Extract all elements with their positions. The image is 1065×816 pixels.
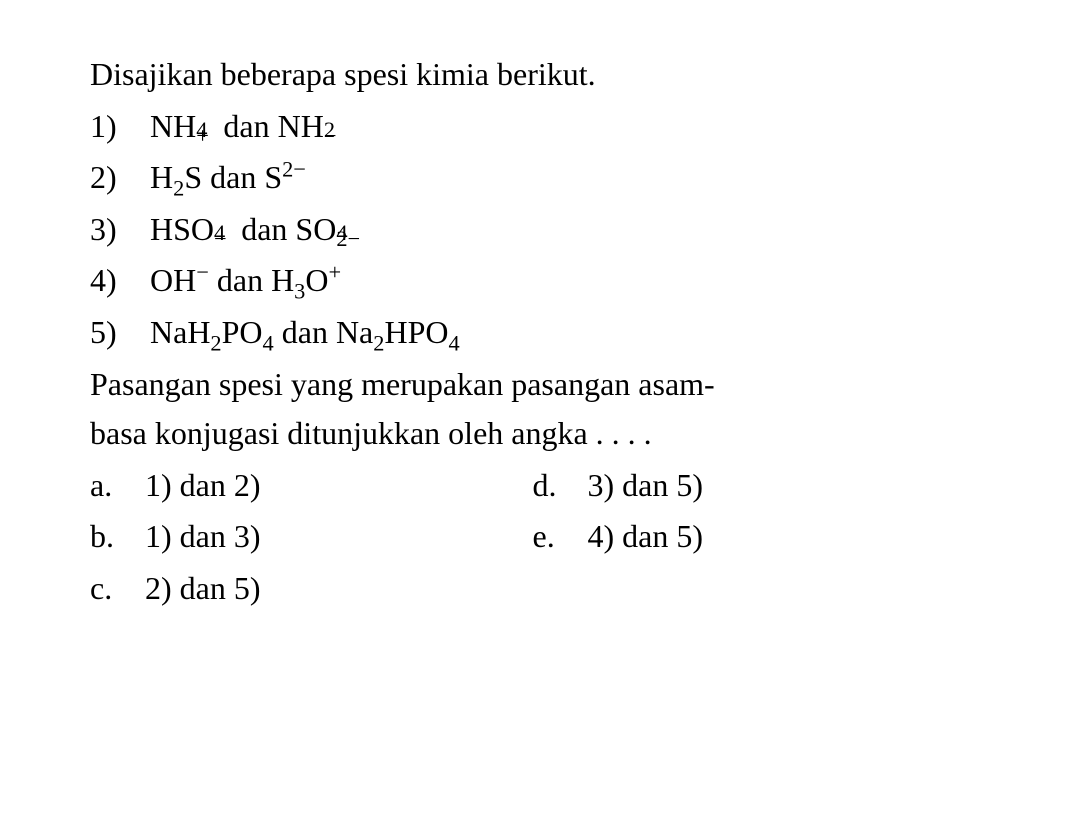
option-item: b. 1) dan 3) xyxy=(90,512,533,562)
question-block: Disajikan beberapa spesi kimia berikut. … xyxy=(90,50,975,616)
option-text: 1) dan 2) xyxy=(145,461,533,511)
option-text: 4) dan 5) xyxy=(588,512,976,562)
option-item: a. 1) dan 2) xyxy=(90,461,533,511)
question-line: basa konjugasi ditunjukkan oleh angka . … xyxy=(90,409,975,459)
list-item: 1) NH4+ dan NH2− xyxy=(90,102,975,152)
options-column-right: d. 3) dan 5) e. 4) dan 5) xyxy=(533,461,976,616)
option-letter: d. xyxy=(533,461,588,511)
option-item: e. 4) dan 5) xyxy=(533,512,976,562)
option-letter: a. xyxy=(90,461,145,511)
list-item: 5) NaH2PO4 dan Na2HPO4 xyxy=(90,308,975,358)
question-line: Pasangan spesi yang merupakan pasangan a… xyxy=(90,360,975,410)
option-text: 2) dan 5) xyxy=(145,564,533,614)
list-item: 2) H2S dan S2− xyxy=(90,153,975,203)
list-content: OH− dan H3O+ xyxy=(150,256,975,306)
option-item: c. 2) dan 5) xyxy=(90,564,533,614)
list-item: 3) HSO4− dan SO42− xyxy=(90,205,975,255)
list-content: NaH2PO4 dan Na2HPO4 xyxy=(150,308,975,358)
question-text: Pasangan spesi yang merupakan pasangan a… xyxy=(90,360,975,459)
list-item: 4) OH− dan H3O+ xyxy=(90,256,975,306)
list-number: 5) xyxy=(90,308,150,358)
list-number: 4) xyxy=(90,256,150,306)
list-number: 3) xyxy=(90,205,150,255)
list-content: H2S dan S2− xyxy=(150,153,975,203)
option-letter: e. xyxy=(533,512,588,562)
option-text: 1) dan 3) xyxy=(145,512,533,562)
option-letter: b. xyxy=(90,512,145,562)
species-list: 1) NH4+ dan NH2− 2) H2S dan S2− 3) HSO4−… xyxy=(90,102,975,358)
intro-text: Disajikan beberapa spesi kimia berikut. xyxy=(90,50,975,100)
list-content: HSO4− dan SO42− xyxy=(150,205,975,255)
list-number: 1) xyxy=(90,102,150,152)
option-text: 3) dan 5) xyxy=(588,461,976,511)
options-container: a. 1) dan 2) b. 1) dan 3) c. 2) dan 5) d… xyxy=(90,461,975,616)
list-content: NH4+ dan NH2− xyxy=(150,102,975,152)
option-item: d. 3) dan 5) xyxy=(533,461,976,511)
list-number: 2) xyxy=(90,153,150,203)
option-letter: c. xyxy=(90,564,145,614)
options-column-left: a. 1) dan 2) b. 1) dan 3) c. 2) dan 5) xyxy=(90,461,533,616)
